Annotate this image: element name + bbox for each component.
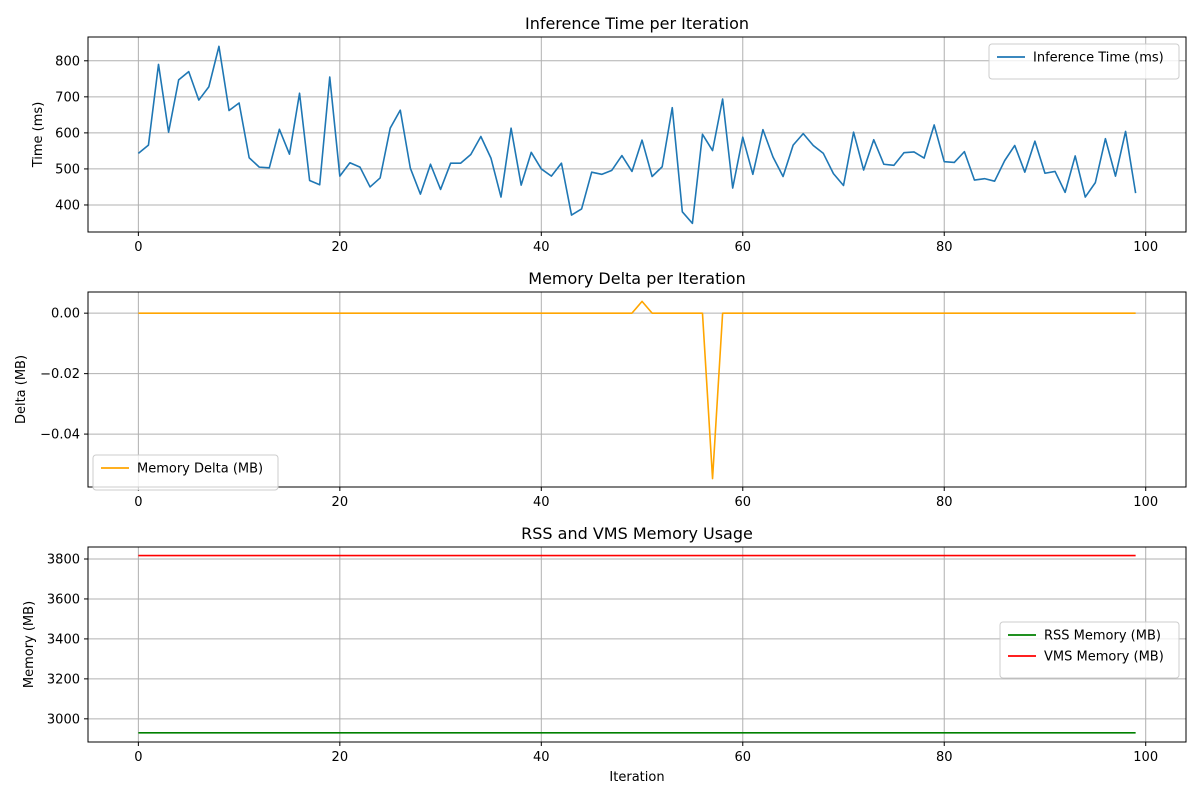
series-line-1 xyxy=(137,45,1137,225)
legend-box xyxy=(988,43,1180,80)
x-tick-label: 60 xyxy=(734,240,751,255)
legend: Inference Time (ms) xyxy=(988,43,1180,80)
legend-box xyxy=(999,621,1180,679)
subplot-title: Memory Delta per Iteration xyxy=(528,269,745,288)
axes-frame xyxy=(87,546,1187,743)
y-tick-label: 3000 xyxy=(47,712,80,727)
x-tick-label: 40 xyxy=(533,240,550,255)
y-tick-label: 800 xyxy=(55,54,80,69)
y-tick-label: 500 xyxy=(55,162,80,177)
legend-label: Inference Time (ms) xyxy=(1033,51,1164,66)
axes-frame xyxy=(87,291,1187,488)
x-tick-label: 80 xyxy=(936,495,953,510)
series-line-1 xyxy=(138,300,1136,480)
y-tick-label: 700 xyxy=(55,90,80,105)
x-tick-label: 100 xyxy=(1133,750,1158,765)
x-tick-label: 20 xyxy=(332,750,349,765)
x-tick-label: 60 xyxy=(734,495,751,510)
legend-label: VMS Memory (MB) xyxy=(1044,650,1164,665)
subplot-1: 0 20 40 60 80 100 400 500 600 700 800 Inference Tim… xyxy=(31,14,1187,255)
y-tick-label: 3600 xyxy=(47,592,80,607)
y-axis-label: Delta (MB) xyxy=(14,355,29,424)
subplot-2: 0 20 40 60 80 100 −0.04 −0.02 0.00 Memory Delta p… xyxy=(14,269,1187,510)
subplot-title: Inference Time per Iteration xyxy=(525,14,749,33)
y-tick-label: 0.00 xyxy=(51,307,80,322)
x-tick-label: 40 xyxy=(533,495,550,510)
x-tick-label: 0 xyxy=(134,495,142,510)
y-tick-label: 600 xyxy=(55,126,80,141)
legend-box xyxy=(92,454,279,491)
x-tick-label: 100 xyxy=(1133,495,1158,510)
y-tick-label: −0.02 xyxy=(40,367,80,382)
subplot-title: RSS and VMS Memory Usage xyxy=(521,524,753,543)
y-tick-label: 400 xyxy=(55,198,80,213)
x-tick-label: 20 xyxy=(332,240,349,255)
legend: Memory Delta (MB) xyxy=(92,454,279,491)
y-axis-label: Time (ms) xyxy=(31,102,46,169)
legend: RSS Memory (MB) VMS Memory (MB) xyxy=(999,621,1180,679)
legend-label: RSS Memory (MB) xyxy=(1044,629,1161,644)
x-tick-label: 80 xyxy=(936,750,953,765)
legend-label: Memory Delta (MB) xyxy=(137,462,263,477)
x-tick-label: 0 xyxy=(134,750,142,765)
x-tick-label: 80 xyxy=(936,240,953,255)
x-axis-label: Iteration xyxy=(609,770,664,785)
axes-frame xyxy=(87,36,1187,233)
y-tick-label: 3200 xyxy=(47,672,80,687)
x-tick-label: 60 xyxy=(734,750,751,765)
subplot-3: 0 20 40 60 80 100 3000 3200 3400 3600 3800 RSS and … xyxy=(22,524,1187,785)
x-tick-label: 100 xyxy=(1133,240,1158,255)
y-tick-label: −0.04 xyxy=(40,428,80,443)
y-axis-label: Memory (MB) xyxy=(22,601,37,688)
x-tick-label: 0 xyxy=(134,240,142,255)
x-tick-label: 20 xyxy=(332,495,349,510)
x-tick-label: 40 xyxy=(533,750,550,765)
y-tick-label: 3400 xyxy=(47,632,80,647)
y-tick-label: 3800 xyxy=(47,552,80,567)
